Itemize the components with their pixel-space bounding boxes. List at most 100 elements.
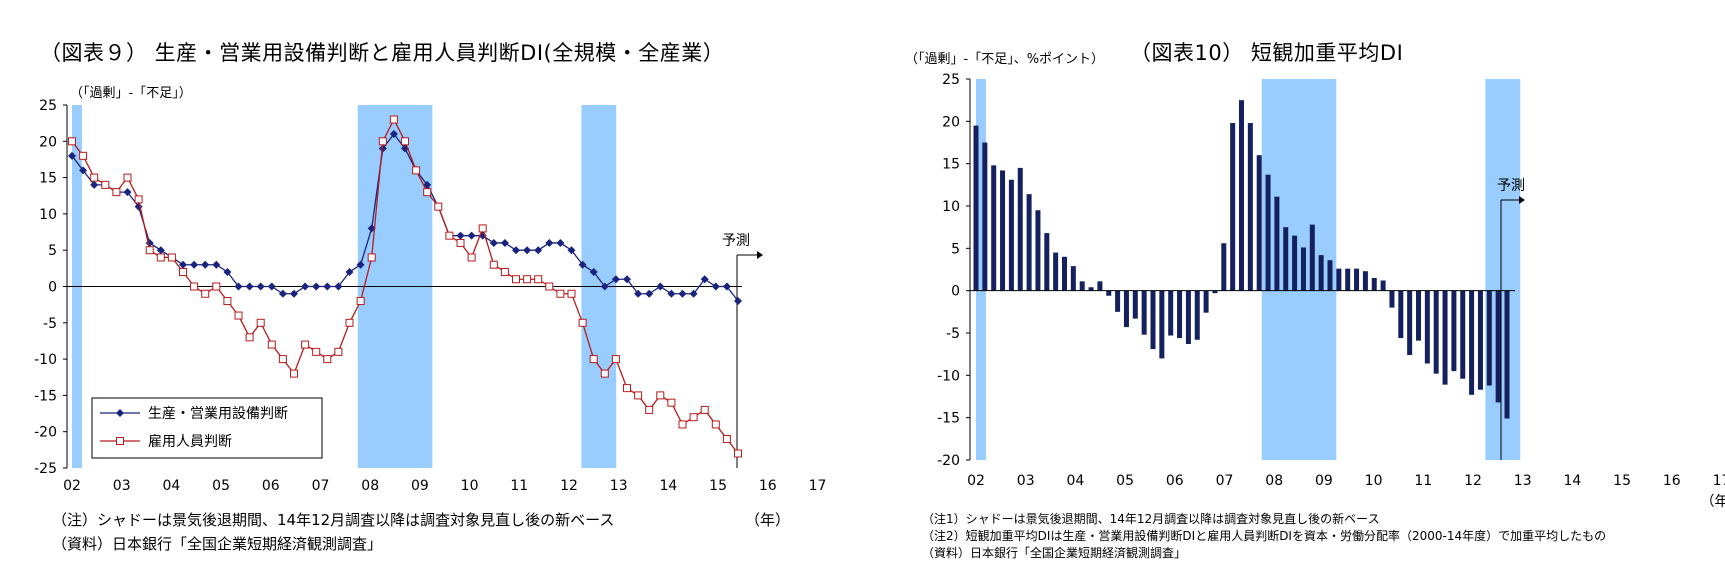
y-tick-label: 25 — [39, 98, 57, 114]
data-point — [556, 238, 565, 247]
data-point — [667, 398, 676, 407]
data-point — [512, 246, 520, 255]
data-point — [611, 355, 620, 364]
bar — [1035, 210, 1041, 291]
data-point — [290, 289, 298, 298]
bar — [1327, 260, 1333, 291]
y-tick-label: 15 — [39, 171, 57, 187]
bar — [1088, 287, 1094, 291]
x-tick-label: 02 — [967, 473, 985, 489]
legend-label: 生産・営業用設備判断 — [148, 406, 288, 422]
unit-label: （「過剰」-「不足」） — [70, 86, 192, 101]
bar — [1362, 271, 1368, 291]
data-point — [234, 282, 243, 291]
y-tick-label: -20 — [937, 453, 960, 469]
bar — [1079, 281, 1085, 291]
x-tick-label: 09 — [411, 478, 429, 494]
data-point — [256, 282, 265, 291]
bar — [1274, 196, 1280, 291]
data-point — [623, 384, 631, 393]
data-point — [567, 246, 576, 255]
bar — [1115, 290, 1121, 312]
bar — [1123, 290, 1129, 328]
chart-panel-right: （図表10） 短観加重平均DI （「過剰」-「不足」、%ポイント） 25 20 15… — [880, 0, 1725, 578]
data-point — [179, 260, 187, 269]
bar — [1194, 290, 1200, 340]
bar — [1380, 280, 1386, 291]
data-point — [378, 137, 387, 146]
bar — [1398, 290, 1404, 339]
bar — [1247, 123, 1253, 291]
data-point — [145, 246, 154, 255]
x-tick-label: 15 — [709, 478, 727, 494]
data-point — [467, 231, 476, 240]
y-tick-label: -5 — [43, 316, 57, 332]
x-tick-label: 02 — [63, 478, 81, 494]
data-point — [456, 238, 465, 247]
data-point — [589, 267, 598, 276]
y-tick-label: -15 — [937, 411, 960, 427]
bar — [1283, 227, 1289, 291]
bar — [1185, 290, 1191, 345]
data-point — [500, 267, 509, 276]
data-point — [556, 289, 565, 298]
bar — [1345, 268, 1351, 291]
data-point — [600, 369, 609, 378]
x-tick-label: 13 — [610, 478, 628, 494]
bar — [1008, 179, 1014, 291]
data-point — [678, 289, 687, 298]
data-point — [545, 238, 554, 247]
data-point — [389, 115, 398, 124]
bar — [1026, 194, 1032, 291]
note-1: （注）シャドーは景気後退期間、14年12月調査以降は調査対象見直し後の新ベース — [52, 511, 615, 529]
bar — [1150, 290, 1156, 350]
x-tick-label: 06 — [262, 478, 280, 494]
data-point — [389, 130, 398, 139]
data-point — [645, 289, 654, 298]
recession-shading — [1261, 79, 1337, 460]
data-point — [79, 166, 88, 175]
x-tick-label: 03 — [1017, 473, 1035, 489]
bar — [1141, 290, 1147, 335]
data-point — [634, 289, 643, 298]
data-point — [267, 282, 276, 291]
data-point — [201, 260, 210, 269]
bar — [1097, 281, 1103, 291]
x-tick-label: 15 — [1613, 473, 1631, 489]
data-point — [156, 253, 165, 262]
x-tick-label: 06 — [1166, 473, 1184, 489]
x-tick-label: 08 — [1265, 473, 1283, 489]
y-tick-label: 20 — [39, 134, 57, 150]
bar — [1159, 290, 1165, 359]
data-point — [578, 260, 587, 269]
data-point — [545, 282, 554, 291]
bar — [1424, 290, 1430, 364]
data-point — [523, 246, 532, 255]
bar — [1442, 290, 1448, 385]
bar — [1309, 224, 1315, 291]
y-tick-label: -15 — [34, 388, 57, 404]
y-tick-label: -10 — [937, 368, 960, 384]
x-tick-label: 07 — [1216, 473, 1234, 489]
bar — [1106, 290, 1112, 296]
legend-box — [91, 397, 323, 459]
recession-shading — [976, 79, 986, 460]
bar — [1168, 290, 1174, 336]
bar — [1177, 290, 1183, 339]
bar — [973, 125, 979, 291]
bar — [1469, 290, 1475, 395]
x-tick-label: 04 — [1066, 473, 1084, 489]
bar — [1433, 290, 1439, 374]
y-tick-label: 0 — [951, 284, 960, 300]
data-point — [190, 260, 199, 269]
chart-panel-left: （図表９） 生産・営業用設備判断と雇用人員判断DI(全規模・全産業） （「過剰」… — [0, 0, 860, 578]
data-point — [301, 282, 310, 291]
forecast-arrowhead — [757, 251, 763, 259]
data-point — [656, 282, 665, 291]
data-point — [689, 413, 698, 422]
x-tick-label: 11 — [1414, 473, 1432, 489]
data-point — [167, 253, 176, 262]
data-point — [334, 282, 343, 291]
data-point — [256, 318, 265, 327]
x-tick-label: 03 — [113, 478, 131, 494]
